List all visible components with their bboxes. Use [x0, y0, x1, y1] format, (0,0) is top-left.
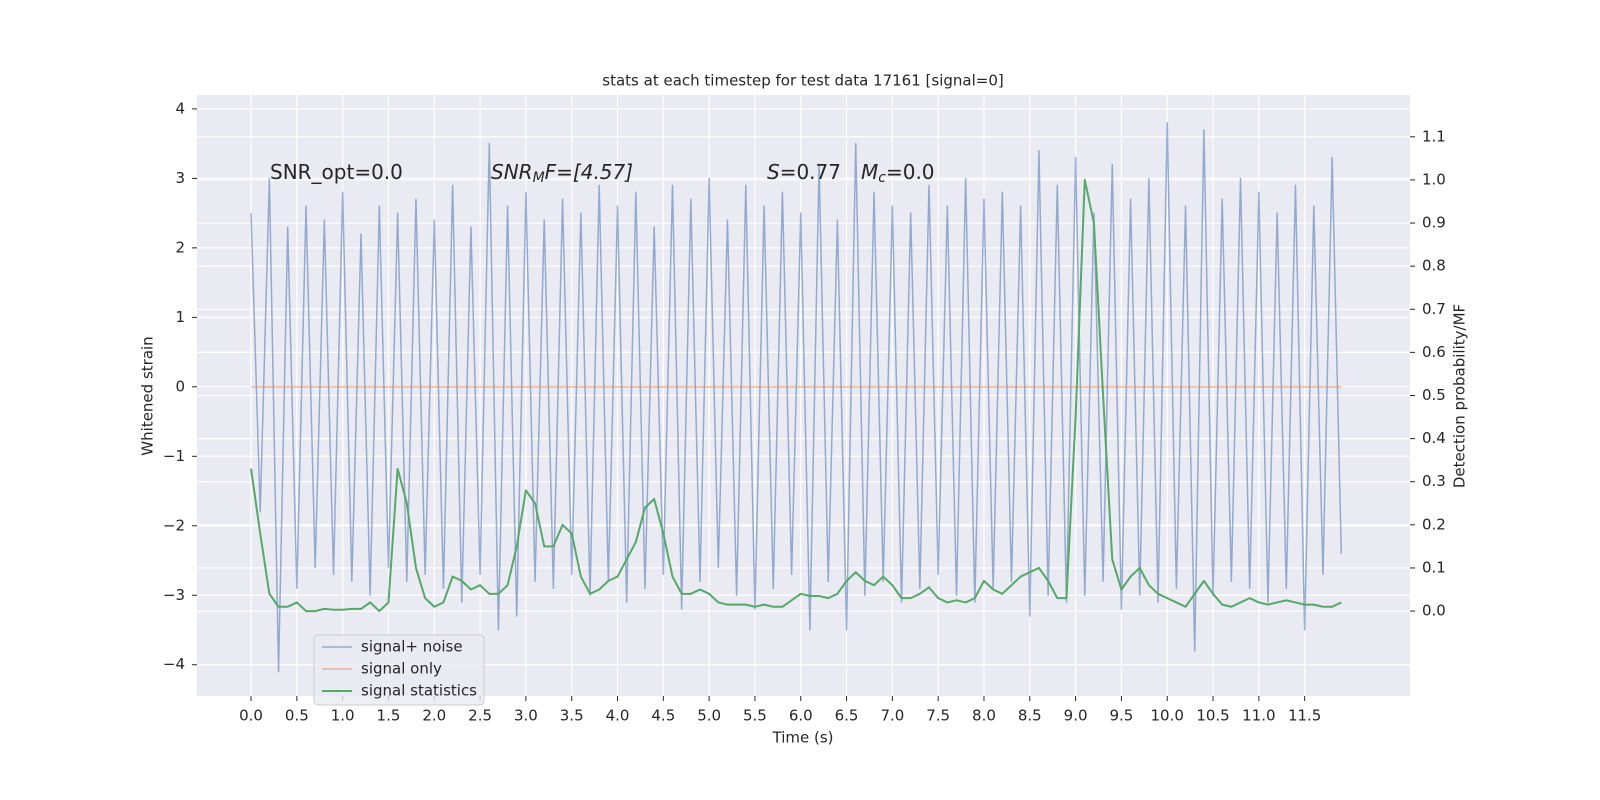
y-tick-label: −2 — [163, 516, 185, 534]
x-tick-label: 10.0 — [1151, 707, 1184, 725]
x-tick-label: 7.0 — [880, 707, 904, 725]
x-tick-label: 6.0 — [789, 707, 813, 725]
x-tick-label: 7.5 — [926, 707, 950, 725]
annotation-part: M — [533, 170, 545, 186]
x-tick-label: 8.5 — [1018, 707, 1042, 725]
y2-tick-label: 0.7 — [1422, 300, 1446, 318]
x-tick-label: 1.0 — [331, 707, 355, 725]
annotation-part: SNR_opt=0.0 — [270, 160, 403, 184]
x-tick-label: 0.0 — [239, 707, 263, 725]
x-tick-label: 2.0 — [422, 707, 446, 725]
y2-tick-label: 0.6 — [1422, 343, 1446, 361]
annotation-part: SNR — [491, 160, 533, 184]
line-series — [250, 122, 1343, 673]
y-tick-label: 4 — [175, 99, 185, 117]
x-tick-label: 6.5 — [835, 707, 859, 725]
x-tick-label: 10.5 — [1196, 707, 1229, 725]
x-tick-label: 2.5 — [468, 707, 492, 725]
legend-label: signal only — [361, 660, 442, 678]
y2-tick-label: 1.0 — [1422, 170, 1446, 188]
chart-title: stats at each timestep for test data 171… — [602, 72, 1003, 90]
x-axis-label: Time (s) — [772, 729, 834, 747]
annotation: SNRMF=[4.57] — [491, 160, 633, 187]
y-tick-label: 0 — [175, 377, 185, 395]
x-tick-label: 3.5 — [560, 707, 584, 725]
legend-label: signal statistics — [361, 682, 477, 700]
x-tick-label: 5.5 — [743, 707, 767, 725]
y-tick-label: −1 — [163, 447, 185, 465]
legend: signal+ noise signal only signal statistic… — [313, 634, 485, 706]
y-tick-label: 3 — [175, 169, 185, 187]
annotation-part: M — [861, 160, 878, 184]
x-tick-label: 9.0 — [1064, 707, 1088, 725]
y-axis-label: Whitened strain — [139, 336, 157, 455]
x-tick-label: 0.5 — [285, 707, 309, 725]
marks — [250, 122, 1343, 673]
x-tick-label: 4.5 — [651, 707, 675, 725]
y-tick-label: −3 — [163, 586, 185, 604]
y2-tick-label: 0.8 — [1422, 257, 1446, 275]
y2-tick-label: 0.4 — [1422, 429, 1446, 447]
x-tick-label: 8.0 — [972, 707, 996, 725]
annotation-part: F=[4.57] — [545, 160, 633, 184]
x-tick-label: 4.0 — [606, 707, 630, 725]
annotation-part: =0.0 — [886, 160, 935, 184]
annotation-part: c — [878, 170, 886, 186]
x-tick-label: 11.5 — [1288, 707, 1321, 725]
x-tick-label: 3.0 — [514, 707, 538, 725]
overlay: 0.0 0.5 1.0 1.5 2.0 2.5 3.0 3.5 4.0 4.5 5.0 5.5 6.0 6… — [163, 99, 1446, 724]
legend-box — [313, 634, 485, 706]
x-tick-label: 1.5 — [377, 707, 401, 725]
legend-label: signal+ noise — [361, 638, 463, 656]
x-tick-label: 5.0 — [697, 707, 721, 725]
y-tick-label: 2 — [175, 238, 185, 256]
annotation-part: =0.77 — [780, 160, 841, 184]
annotation: S=0.77 Mc=0.0 — [767, 160, 935, 187]
y-tick-label: 1 — [175, 308, 185, 326]
y2-tick-label: 0.9 — [1422, 214, 1446, 232]
y-tick-label: −4 — [163, 655, 185, 673]
x-tick-label: 9.5 — [1109, 707, 1133, 725]
x-tick-label: 11.0 — [1242, 707, 1275, 725]
y2-tick-label: 0.3 — [1422, 472, 1446, 490]
y2-axis-label: Detection probability/MF — [1451, 304, 1469, 488]
y2-tick-label: 0.0 — [1422, 602, 1446, 620]
line-series — [250, 178, 1342, 613]
y2-tick-label: 0.2 — [1422, 515, 1446, 533]
annotation: SNR_opt=0.0 — [270, 160, 403, 184]
annotation-part: S — [767, 160, 780, 184]
y2-tick-label: 1.1 — [1422, 127, 1446, 145]
y2-tick-label: 0.1 — [1422, 558, 1446, 576]
y2-tick-label: 0.5 — [1422, 386, 1446, 404]
